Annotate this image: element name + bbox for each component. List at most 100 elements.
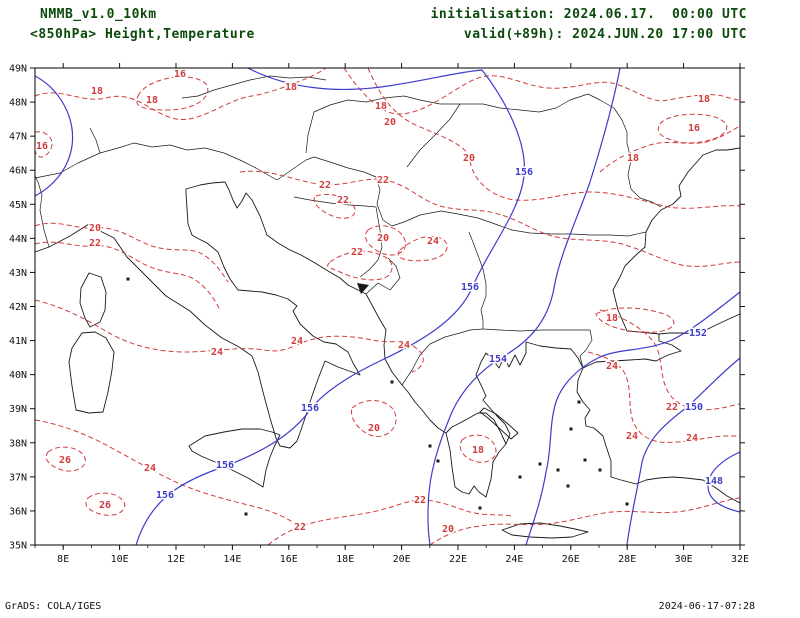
- lon-label: 16E: [280, 554, 298, 565]
- axis-layer: 49N 48N 47N 46N 45N 44N 43N 42N 41N 40N 39N 38N 37N 3…: [9, 63, 749, 565]
- temperature-contour-label: 22: [377, 175, 389, 186]
- lat-label: 37N: [9, 472, 27, 483]
- height-contour-label: 148: [705, 476, 723, 487]
- map-frame: [34, 67, 741, 546]
- temperature-contour-label: 24: [211, 347, 223, 358]
- country-border: [231, 75, 327, 86]
- country-border: [313, 93, 662, 208]
- lat-label: 40N: [9, 370, 27, 381]
- temperature-contours-layer: [34, 67, 741, 546]
- small-island: [556, 468, 560, 472]
- temperature-contour-label: 18: [698, 94, 710, 105]
- temperature-contour-label: 20: [377, 233, 389, 244]
- temperature-contour-label: 22: [666, 402, 678, 413]
- temperature-contour: [34, 419, 301, 529]
- coast-marker-triangle: [357, 283, 369, 294]
- temperature-contour-label: 20: [89, 223, 101, 234]
- height-contour-label: 156: [461, 282, 479, 293]
- temperature-contour-label: 16: [688, 123, 700, 134]
- country-border: [181, 84, 233, 99]
- lon-label: 20E: [393, 554, 411, 565]
- height-contour-label: 156: [301, 403, 319, 414]
- lon-label: 8E: [57, 554, 69, 565]
- small-island: [518, 475, 522, 479]
- height-contour-label: 150: [685, 402, 703, 413]
- height-contours-layer: [34, 67, 741, 546]
- coastline: [224, 181, 507, 498]
- coastline: [501, 522, 589, 539]
- lat-label: 45N: [9, 200, 27, 211]
- height-contour-label: 152: [689, 328, 707, 339]
- height-contour: [427, 67, 621, 546]
- temperature-contour-label: 16: [174, 69, 186, 80]
- temperature-contour-label: 26: [99, 500, 111, 511]
- small-island: [577, 400, 581, 404]
- temperature-contour: [343, 67, 741, 115]
- temperature-contour-label: 18: [627, 153, 639, 164]
- height-contour-label: 156: [216, 460, 234, 471]
- temperature-contour: [397, 235, 448, 262]
- temperature-contour: [595, 307, 675, 333]
- temperature-contour: [34, 131, 53, 158]
- temperature-contour-label: 18: [285, 82, 297, 93]
- small-island: [428, 444, 432, 448]
- coastline: [479, 407, 519, 440]
- country-border: [34, 175, 50, 248]
- temperature-contour-label: 22: [294, 522, 306, 533]
- small-island: [569, 427, 573, 431]
- country-border: [89, 127, 101, 154]
- small-island: [598, 468, 602, 472]
- country-border: [406, 103, 461, 168]
- temperature-contour: [85, 492, 126, 516]
- temperature-contour-label: 22: [89, 238, 101, 249]
- small-island: [625, 502, 629, 506]
- contour-labels-layer: 16 18 18 18 16 18 18 16 18 20 20 20 22 22 22 22 20 22 24 24…: [34, 68, 724, 537]
- temperature-contour-label: 22: [351, 247, 363, 258]
- lat-label: 36N: [9, 506, 27, 517]
- lon-label: 12E: [167, 554, 185, 565]
- country-border: [276, 156, 647, 237]
- temperature-contour-label: 24: [626, 431, 638, 442]
- height-contour-label: 156: [156, 490, 174, 501]
- coastline: [576, 367, 741, 504]
- temperature-contour: [429, 497, 741, 546]
- temperature-contour-label: 18: [91, 86, 103, 97]
- lon-label: 28E: [618, 554, 636, 565]
- lon-label: 10E: [111, 554, 129, 565]
- temperature-contour-label: 24: [398, 340, 410, 351]
- coastline: [68, 331, 115, 414]
- lon-label: 22E: [449, 554, 467, 565]
- small-island: [478, 506, 482, 510]
- lon-label: 30E: [675, 554, 693, 565]
- height-contour: [135, 67, 526, 546]
- height-contour: [34, 75, 74, 197]
- temperature-contour: [599, 125, 741, 173]
- lon-label: 18E: [336, 554, 354, 565]
- render-timestamp: 2024-06-17-07:28: [658, 601, 755, 612]
- temperature-contour: [34, 241, 221, 311]
- temperature-contour: [367, 67, 741, 209]
- lat-label: 46N: [9, 166, 27, 177]
- lat-label: 42N: [9, 302, 27, 313]
- temperature-contour-label: 24: [686, 433, 698, 444]
- lat-label: 47N: [9, 132, 27, 143]
- lat-label: 41N: [9, 336, 27, 347]
- temperature-contour: [657, 113, 728, 144]
- temperature-contour-label: 16: [36, 141, 48, 152]
- temperature-contour: [34, 299, 424, 373]
- country-border: [293, 196, 383, 278]
- borders-layer: [34, 75, 662, 386]
- temperature-contour-label: 18: [146, 95, 158, 106]
- valid-time-label: valid(+89h): 2024.JUN.20 17:00 UTC: [463, 27, 747, 42]
- temperature-contour-label: 18: [472, 445, 484, 456]
- temperature-contour: [34, 222, 229, 283]
- temperature-contour-label: 18: [375, 101, 387, 112]
- temperature-contour-label: 20: [463, 153, 475, 164]
- temperature-contour-label: 18: [606, 313, 618, 324]
- lat-label: 39N: [9, 404, 27, 415]
- height-contour-label: 154: [489, 354, 507, 365]
- temperature-contour-label: 24: [291, 336, 303, 347]
- temperature-contour-label: 24: [144, 463, 156, 474]
- coastlines-layer: [34, 147, 741, 539]
